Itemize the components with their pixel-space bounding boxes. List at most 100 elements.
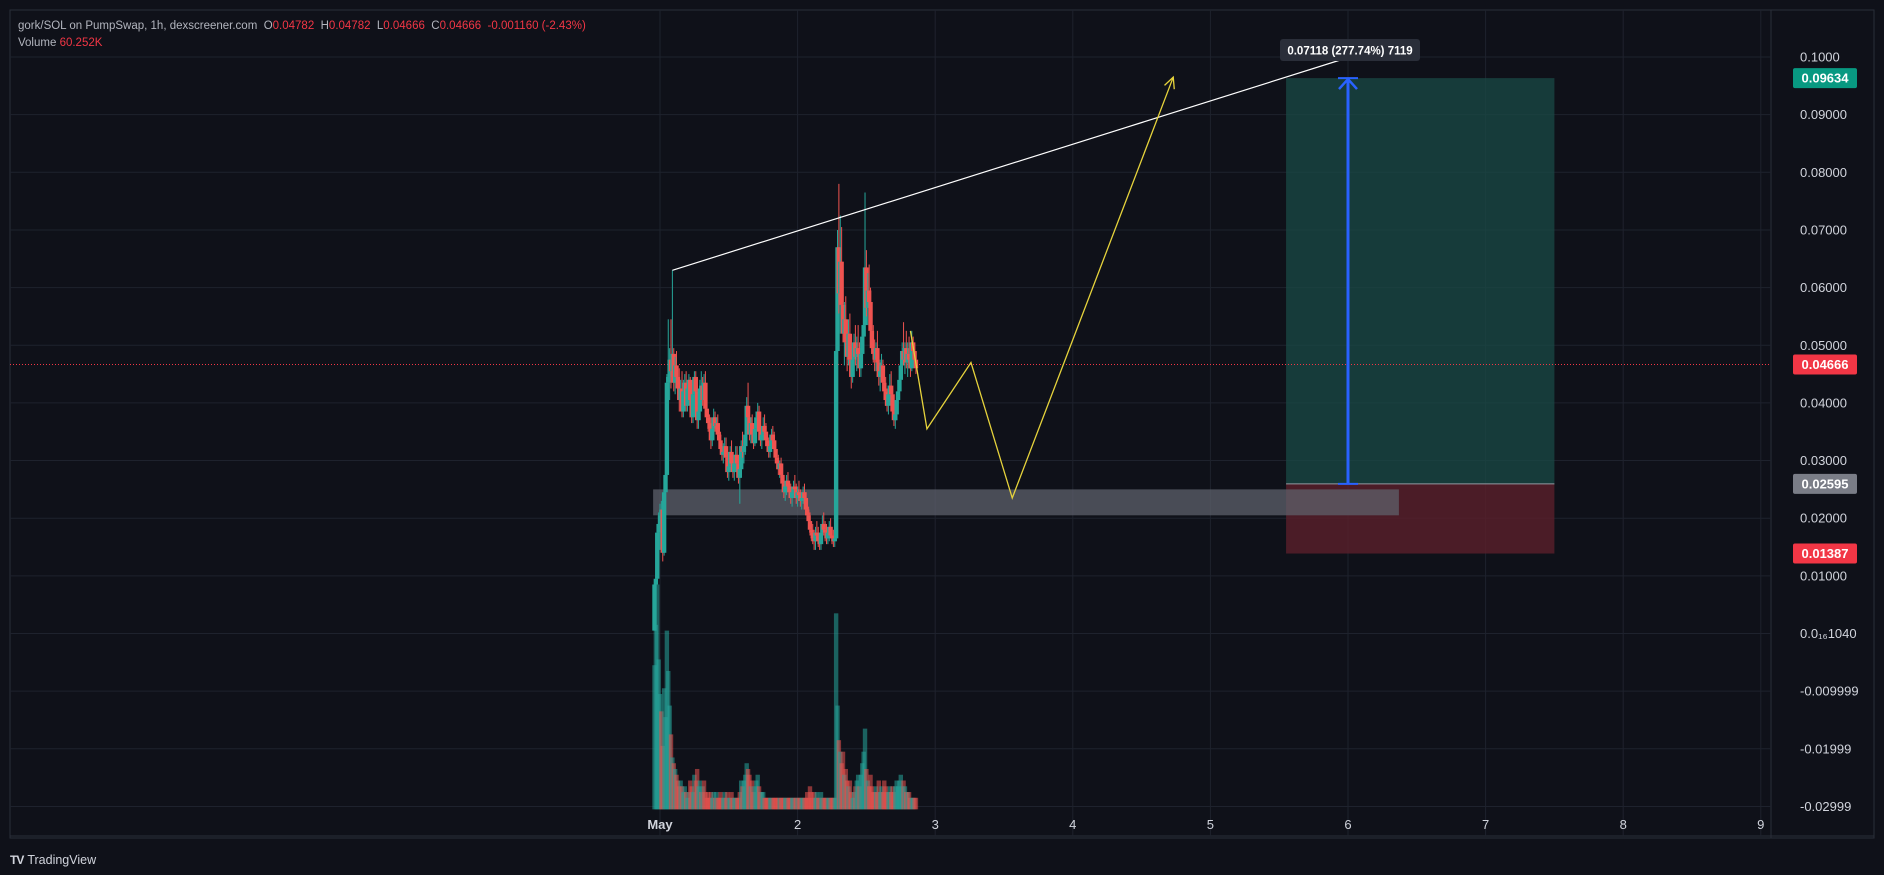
symbol-label[interactable]: gork/SOL on PumpSwap, 1h, dexscreener.co… (18, 20, 258, 32)
y-tick-label: 0.06000 (1800, 280, 1847, 295)
candle-body (850, 359, 855, 377)
candle-body (741, 446, 747, 452)
candle-body (832, 538, 837, 542)
tradingview-brand[interactable]: TV TradingView (10, 853, 96, 867)
drawings[interactable]: 0.07118 (277.74%) 7119 (672, 39, 1420, 501)
candle-body (876, 362, 881, 377)
candle-body (685, 388, 690, 406)
candle-body (829, 535, 835, 539)
y-tick-label: 0.01000 (1800, 568, 1847, 583)
candle-body (886, 394, 891, 406)
candle-body (690, 394, 696, 418)
x-tick-label: 3 (932, 817, 939, 832)
candle-body (732, 463, 737, 473)
y-tick-label: -0.009999 (1800, 684, 1859, 699)
axes: 0.1000 0.09000 0.08000 0.07000 0.06000 0.0500… (647, 50, 1858, 833)
candle-body (726, 466, 731, 473)
y-tick-label: 0.08000 (1800, 165, 1847, 180)
candle-body (869, 330, 875, 349)
candle-body (762, 425, 767, 432)
candle-body (696, 411, 701, 421)
candle-body (705, 417, 711, 424)
measure-label: 0.07118 (277.74%) 7119 (1287, 46, 1412, 58)
zones (10, 78, 1771, 554)
candle-body (789, 492, 795, 499)
high-value: 0.04782 (328, 20, 371, 32)
candle-body (744, 405, 749, 435)
candle-body (780, 474, 785, 484)
candle-body (882, 382, 887, 392)
candle-body (803, 498, 809, 510)
candle-body (835, 247, 840, 352)
high-label: H (320, 20, 329, 32)
change-value: -0.001160 (-2.43%) (487, 20, 586, 32)
price-badge (1793, 354, 1857, 375)
x-tick-label: 4 (1069, 817, 1076, 832)
candle-body (843, 319, 848, 343)
legend-line-ohlc: gork/SOL on PumpSwap, 1h, dexscreener.co… (18, 18, 586, 35)
candle-body (866, 290, 872, 303)
candle-body (653, 578, 659, 585)
candle-body (715, 423, 720, 435)
ohlc-legend: gork/SOL on PumpSwap, 1h, dexscreener.co… (18, 18, 586, 52)
candle-body (681, 391, 686, 412)
candle-body (694, 391, 700, 421)
candle-body (897, 379, 902, 392)
candle-body (783, 486, 788, 493)
candle-body (898, 365, 903, 380)
candles (652, 183, 919, 631)
volume-label: Volume (18, 37, 57, 49)
volume-bars (652, 584, 919, 810)
candle-body (778, 463, 784, 475)
candle-body (752, 428, 758, 444)
candle-body (894, 400, 899, 415)
x-tick-label: 9 (1757, 817, 1764, 832)
candle-body (725, 457, 730, 473)
candle-body (759, 434, 765, 441)
candle-body (745, 405, 751, 418)
projection-path[interactable] (909, 76, 1174, 501)
candle-body (821, 523, 826, 530)
candle-body (716, 434, 722, 441)
support-zone[interactable] (653, 489, 1399, 516)
low-label: L (376, 20, 384, 32)
candle-body (765, 440, 770, 447)
y-tick-label: 0.02000 (1800, 511, 1847, 526)
candle-body (787, 486, 792, 493)
candle-body (754, 417, 759, 429)
y-tick-label: -0.01999 (1800, 741, 1851, 756)
y-tick-label: 0.03000 (1800, 453, 1847, 468)
candle-body (828, 526, 833, 536)
candle-body (906, 353, 912, 360)
y-tick-label: -0.02999 (1800, 799, 1851, 814)
candle-body (888, 385, 894, 395)
candle-body (770, 434, 776, 441)
y-tick-label: 0.07000 (1800, 222, 1847, 237)
candle-body (807, 521, 813, 530)
candle-body (806, 515, 811, 522)
candle-body (818, 532, 824, 545)
candle-body (743, 434, 748, 447)
price-badge-label: 0.04666 (1802, 357, 1849, 372)
candle-body (652, 584, 657, 631)
candle-body (710, 428, 715, 441)
profit-zone[interactable] (1286, 78, 1555, 484)
price-badge (1793, 543, 1857, 564)
candle-body (674, 365, 679, 377)
candle-body (805, 509, 810, 516)
candle-body (810, 532, 815, 539)
candle-body (697, 388, 703, 412)
tradingview-logo-icon: TV (10, 853, 24, 867)
x-tick-label: 2 (794, 817, 801, 832)
candle-body (729, 451, 734, 464)
price-badge-label: 0.02595 (1802, 476, 1849, 491)
volume-bar (913, 797, 919, 810)
price-badge (1793, 473, 1857, 494)
trendline[interactable] (672, 53, 1360, 271)
candle-body (825, 532, 831, 539)
candle-body (663, 474, 668, 493)
candle-body (877, 371, 883, 377)
price-badge (1793, 68, 1857, 89)
